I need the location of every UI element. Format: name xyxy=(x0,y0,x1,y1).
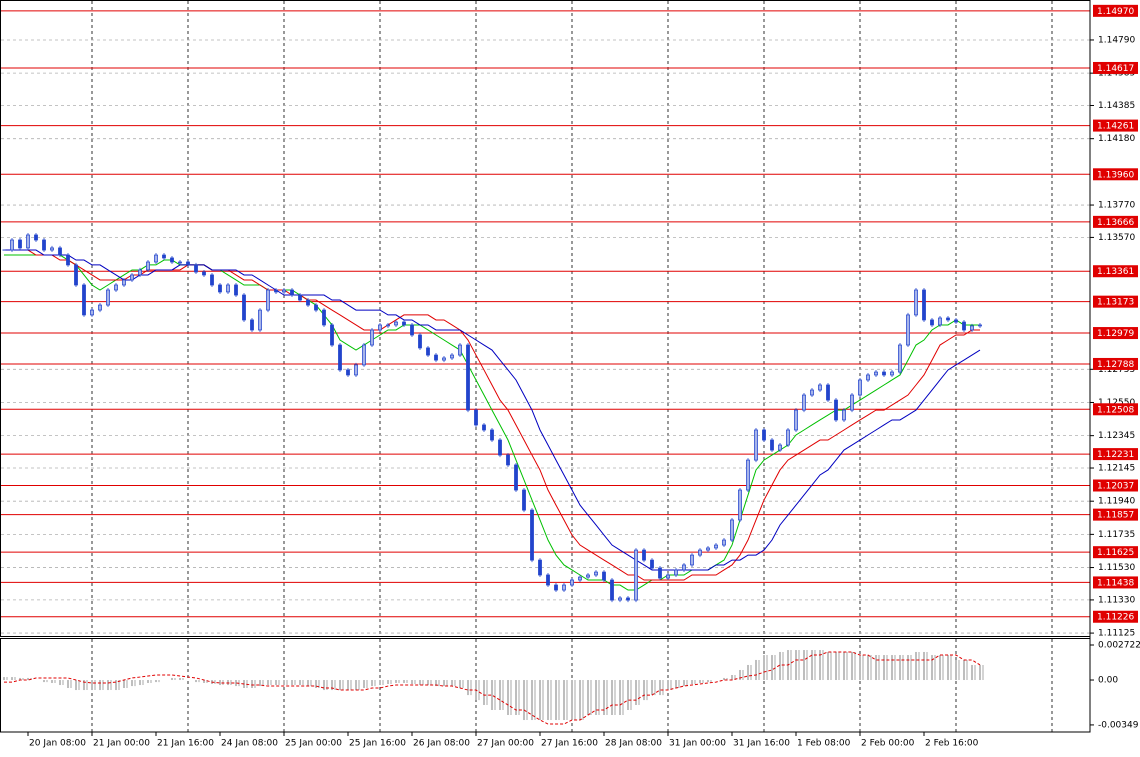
x-tick-label: 1 Feb 08:00 xyxy=(797,739,851,749)
x-tick-label: 31 Jan 16:00 xyxy=(733,739,790,749)
level-label-box xyxy=(1093,479,1138,492)
x-tick-label: 21 Jan 00:00 xyxy=(93,739,150,749)
level-label: 1.11625 xyxy=(1097,548,1134,558)
level-label-box xyxy=(1093,448,1138,461)
y-tick-label: 1.11125 xyxy=(1098,629,1135,639)
level-label-box xyxy=(1093,168,1138,181)
level-label-box xyxy=(1093,576,1138,589)
y-tick-label: 1.12550 xyxy=(1098,398,1135,408)
y-tick-label: 1.11735 xyxy=(1098,530,1135,540)
x-tick-label: 24 Jan 08:00 xyxy=(221,739,278,749)
x-tick-label: 27 Jan 16:00 xyxy=(541,739,598,749)
level-label: 1.13960 xyxy=(1097,170,1134,180)
x-tick-label: 25 Jan 16:00 xyxy=(349,739,406,749)
level-label: 1.11857 xyxy=(1097,511,1134,521)
x-tick-label: 31 Jan 00:00 xyxy=(669,739,726,749)
x-tick-label: 2 Feb 16:00 xyxy=(925,739,979,749)
level-label: 1.14617 xyxy=(1097,64,1134,74)
y-tick-label: 1.11530 xyxy=(1098,563,1135,573)
x-tick-label: 2 Feb 00:00 xyxy=(861,739,915,749)
y-tick-label: 1.14385 xyxy=(1098,101,1135,111)
level-label: 1.11438 xyxy=(1097,578,1134,588)
moving-average-line xyxy=(4,254,980,591)
level-label-box xyxy=(1093,4,1138,17)
level-label: 1.14970 xyxy=(1097,7,1134,17)
level-label: 1.14261 xyxy=(1097,122,1134,132)
level-label-box xyxy=(1093,403,1138,416)
level-label-box xyxy=(1093,215,1138,228)
level-label: 1.13173 xyxy=(1097,298,1134,308)
y-tick-label: 1.12145 xyxy=(1098,464,1135,474)
level-label-box xyxy=(1093,295,1138,308)
x-tick-label: 21 Jan 16:00 xyxy=(157,739,214,749)
level-label-box xyxy=(1093,546,1138,559)
level-label-box xyxy=(1093,265,1138,278)
level-label-box xyxy=(1093,61,1138,74)
y-tick-label: 1.12345 xyxy=(1098,431,1135,441)
x-tick-label: 28 Jan 08:00 xyxy=(605,739,662,749)
level-label-box xyxy=(1093,327,1138,340)
y-tick-label: 1.11330 xyxy=(1098,595,1135,605)
y-tick-label: 1.13570 xyxy=(1098,233,1135,243)
level-label: 1.12037 xyxy=(1097,481,1134,491)
level-label-box xyxy=(1093,610,1138,623)
y-tick-label: 1.11940 xyxy=(1098,497,1135,507)
level-label: 1.12508 xyxy=(1097,405,1134,415)
y-tick-label: -0.00349 xyxy=(1098,720,1139,730)
moving-average-line xyxy=(4,249,981,571)
y-tick-label: 1.14180 xyxy=(1098,134,1135,144)
level-label: 1.13361 xyxy=(1097,267,1134,277)
level-label-box xyxy=(1093,119,1138,132)
x-tick-label: 25 Jan 00:00 xyxy=(285,739,342,749)
y-tick-label: 1.13770 xyxy=(1098,201,1135,211)
y-tick-label: 0.00 xyxy=(1098,676,1118,686)
level-label-box xyxy=(1093,357,1138,370)
level-label: 1.12979 xyxy=(1097,329,1134,339)
level-label-box xyxy=(1093,508,1138,521)
level-label: 1.12231 xyxy=(1097,450,1134,460)
y-tick-label: 1.14790 xyxy=(1098,35,1135,45)
y-tick-label: 0.002722 xyxy=(1098,640,1140,650)
level-label: 1.12788 xyxy=(1097,360,1134,370)
level-label: 1.13666 xyxy=(1097,218,1134,228)
x-tick-label: 26 Jan 08:00 xyxy=(413,739,470,749)
level-label: 1.11226 xyxy=(1097,613,1134,623)
x-tick-label: 20 Jan 08:00 xyxy=(29,739,86,749)
x-tick-label: 27 Jan 00:00 xyxy=(477,739,534,749)
